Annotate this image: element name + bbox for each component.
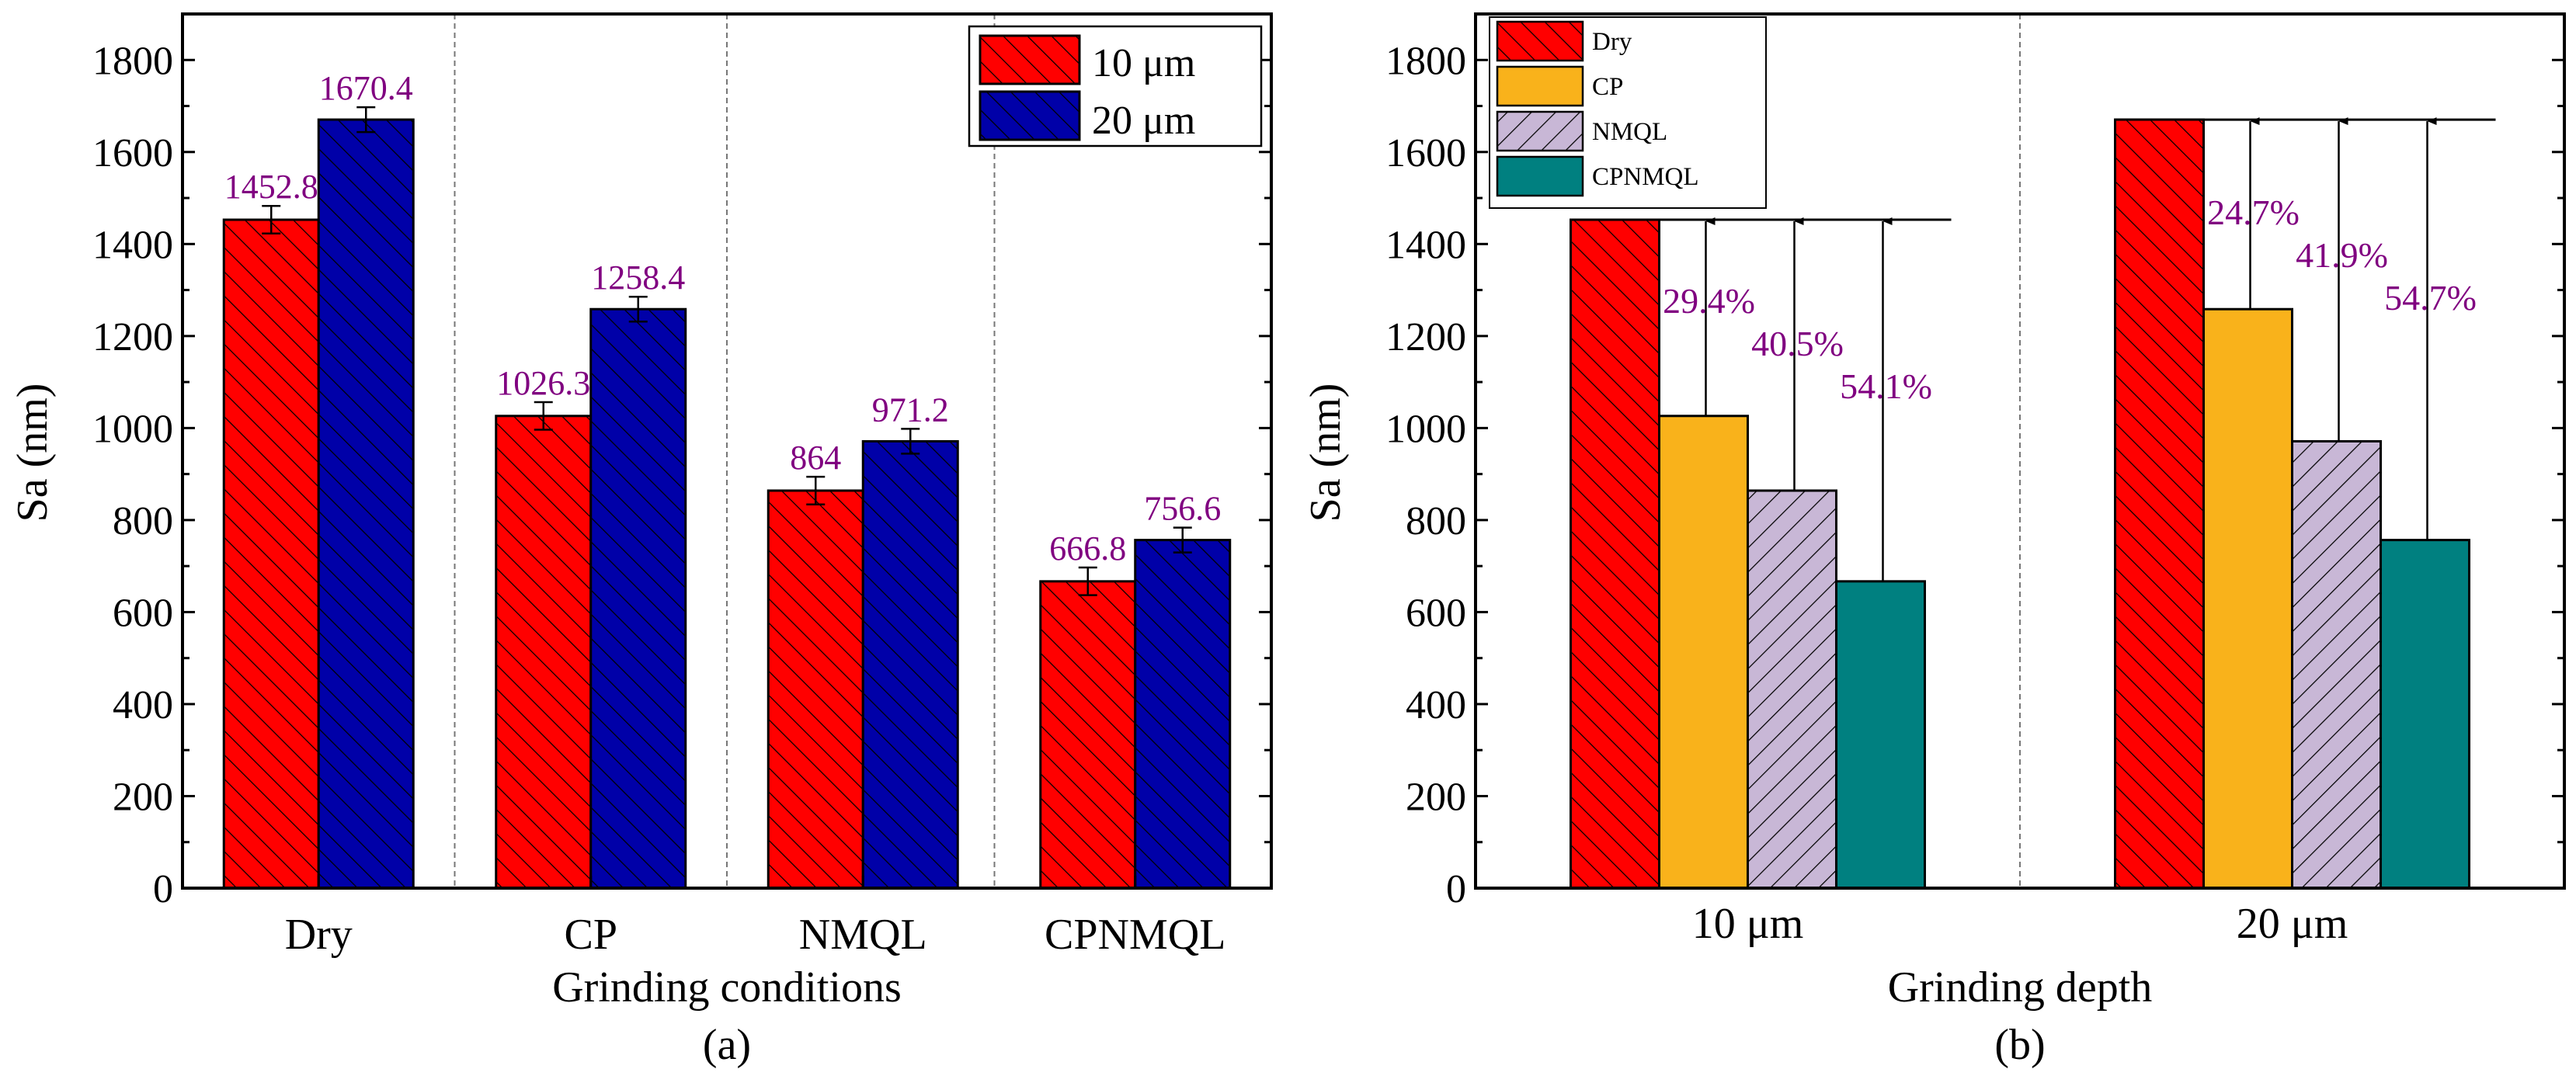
y-tick-label: 0 (1446, 867, 1466, 911)
data-label: 864 (790, 439, 841, 477)
legend-label-nmql: NMQL (1592, 118, 1667, 146)
bar-cp (1658, 415, 1749, 890)
legend-label-10um: 10 μm (1092, 41, 1195, 85)
bar-dry (2114, 118, 2205, 890)
x-tick-label: Dry (285, 911, 353, 959)
legend-label-dry: Dry (1592, 28, 1632, 56)
panel-a: 1452.8 1670.4 1026.3 1258.4 864 971.2 666.8 756… (9, 12, 1273, 1069)
y-tick-label: 1600 (92, 131, 173, 175)
legend-swatch-dry (1496, 20, 1584, 62)
y-tick-label: 800 (113, 499, 173, 543)
y-tick-label: 0 (153, 867, 173, 911)
y-tick-label: 600 (113, 591, 173, 635)
y-tick-label: 1600 (1385, 131, 1466, 175)
legend-swatch-20um (979, 90, 1081, 141)
x-tick-label: 20 μm (2237, 900, 2348, 948)
y-tick-label: 1800 (1385, 39, 1466, 83)
bar-nmql (2291, 439, 2382, 890)
bar-cp (2202, 307, 2293, 890)
panel-b-x-axis: 10 μm 20 μm (1692, 876, 2348, 948)
panel-a-xlabel: Grinding conditions (552, 963, 902, 1012)
reduction-label: 40.5% (1751, 324, 1844, 363)
y-tick-label: 1400 (1385, 223, 1466, 267)
reduction-label: 54.1% (1840, 366, 1932, 406)
bar-10um (495, 415, 593, 890)
legend-label-20um: 20 μm (1092, 99, 1195, 143)
bar-20um (317, 118, 415, 890)
legend-label-cpnmql: CPNMQL (1592, 163, 1699, 191)
panel-a-legend: 10 μm 20 μm (968, 25, 1263, 148)
bar-cpnmql (1835, 580, 1926, 890)
y-tick-label: 200 (113, 775, 173, 819)
data-label: 666.8 (1049, 529, 1126, 568)
data-label: 1670.4 (319, 69, 413, 107)
panel-b-ylabel: Sa (nm) (1302, 384, 1350, 522)
bar-dry (1570, 218, 1660, 890)
y-tick-label: 800 (1406, 499, 1466, 543)
bar-nmql (1747, 489, 1837, 890)
panel-a-marks: 1452.8 1670.4 1026.3 1258.4 864 971.2 666.8 756… (222, 14, 1232, 890)
data-label: 756.6 (1144, 490, 1221, 528)
bar-20um (861, 439, 959, 890)
y-tick-label: 1000 (1385, 407, 1466, 451)
panel-a-x-axis: Dry CP NMQL CPNMQL (285, 876, 1225, 959)
panel-b-panel-label: (b) (1994, 1021, 2045, 1069)
bar-10um (1039, 580, 1137, 890)
legend-label-cp: CP (1592, 73, 1623, 101)
y-tick-label: 600 (1406, 591, 1466, 635)
panel-b-frame (1474, 12, 2566, 890)
x-tick-label: 10 μm (1692, 900, 1804, 948)
legend-swatch-cp (1496, 65, 1584, 107)
reduction-label: 54.7% (2384, 278, 2477, 318)
y-tick-label: 400 (1406, 683, 1466, 727)
bar-20um (1134, 539, 1232, 890)
y-tick-label: 400 (113, 683, 173, 727)
panel-a-panel-label: (a) (703, 1021, 751, 1069)
y-tick-label: 200 (1406, 775, 1466, 819)
panel-a-ylabel: Sa (nm) (9, 384, 57, 522)
y-tick-label: 1400 (92, 223, 173, 267)
legend-swatch-cpnmql (1496, 155, 1584, 197)
bar-cpnmql (2380, 539, 2470, 890)
bar-20um (589, 307, 687, 890)
legend-swatch-nmql (1496, 110, 1584, 152)
y-tick-label: 1200 (92, 315, 173, 359)
panel-b-marks: 29.4%40.5%54.1% 24.7%41.9%54.7% (1570, 14, 2496, 890)
panel-a-y-axis: 0 200 400 600 800 1000 1200 1400 1600 1800 (92, 39, 1271, 911)
data-label: 1026.3 (496, 364, 590, 402)
data-label: 1258.4 (591, 259, 685, 297)
x-tick-label: NMQL (799, 911, 927, 959)
y-tick-label: 1200 (1385, 315, 1466, 359)
bar-10um (222, 218, 320, 890)
y-tick-label: 1000 (92, 407, 173, 451)
panel-b-y-axis: 0 200 400 600 800 1000 1200 1400 1600 1800 (1385, 39, 2564, 911)
legend-swatch-10um (979, 34, 1081, 85)
y-tick-label: 1800 (92, 39, 173, 83)
bar-10um (767, 489, 864, 890)
data-label: 971.2 (872, 390, 949, 429)
panel-b: 29.4%40.5%54.1% 24.7%41.9%54.7% 0 200 400 60… (1302, 12, 2566, 1069)
x-tick-label: CP (565, 911, 618, 959)
reduction-label: 41.9% (2296, 235, 2388, 275)
reduction-label: 29.4% (1663, 281, 1755, 321)
data-label: 1452.8 (224, 168, 318, 206)
panel-a-frame (181, 12, 1273, 890)
panel-b-xlabel: Grinding depth (1888, 963, 2153, 1012)
x-tick-label: CPNMQL (1045, 911, 1225, 959)
reduction-label: 24.7% (2207, 193, 2300, 232)
panel-b-legend: Dry CP NMQL CPNMQL (1489, 16, 1767, 209)
